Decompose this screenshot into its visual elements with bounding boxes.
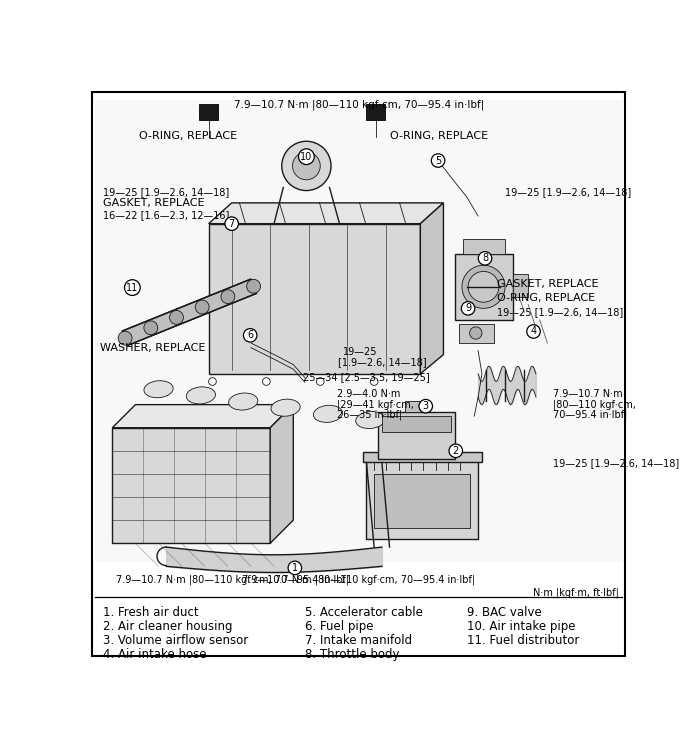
Polygon shape xyxy=(112,405,293,428)
Text: |29—41 kgf·cm,: |29—41 kgf·cm, xyxy=(337,399,414,410)
Text: [1.9—2.6, 14—18]: [1.9—2.6, 14—18] xyxy=(338,357,426,367)
Bar xyxy=(382,416,452,431)
Circle shape xyxy=(169,310,183,325)
Circle shape xyxy=(246,279,260,293)
Text: 1. Fresh air duct: 1. Fresh air duct xyxy=(103,606,199,619)
Text: 7.9—10.7 N·m |80—110 kgf·cm, 70—95.4 in·lbf|: 7.9—10.7 N·m |80—110 kgf·cm, 70—95.4 in·… xyxy=(242,574,475,585)
Text: 11: 11 xyxy=(126,282,139,293)
Circle shape xyxy=(262,378,270,385)
Polygon shape xyxy=(112,428,270,543)
Ellipse shape xyxy=(356,411,385,428)
Text: 16—22 [1.6—2.3, 12—16]: 16—22 [1.6—2.3, 12—16] xyxy=(103,210,230,220)
Bar xyxy=(363,452,482,462)
Text: |80—110 kgf·cm,: |80—110 kgf·cm, xyxy=(553,399,636,410)
Bar xyxy=(93,101,624,562)
Polygon shape xyxy=(420,203,444,373)
Polygon shape xyxy=(209,203,444,224)
Circle shape xyxy=(221,290,234,304)
Text: 9: 9 xyxy=(465,303,471,313)
Ellipse shape xyxy=(144,381,173,398)
Bar xyxy=(405,401,428,412)
Text: 3. Volume airflow sensor: 3. Volume airflow sensor xyxy=(103,634,248,647)
Text: 19—25 [1.9—2.6, 14—18]: 19—25 [1.9—2.6, 14—18] xyxy=(497,307,624,317)
Text: O-RING, REPLACE: O-RING, REPLACE xyxy=(139,131,237,142)
Text: 6: 6 xyxy=(247,330,253,340)
Text: 8. Throttle body: 8. Throttle body xyxy=(305,648,399,661)
Ellipse shape xyxy=(271,399,300,416)
Text: 7.9—10.7 N·m |80—110 kgf·cm, 70—95.4 in·lbf|: 7.9—10.7 N·m |80—110 kgf·cm, 70—95.4 in·… xyxy=(234,100,484,110)
Polygon shape xyxy=(270,405,293,543)
Polygon shape xyxy=(122,279,256,345)
Circle shape xyxy=(281,142,331,190)
Text: 4: 4 xyxy=(531,327,537,336)
Text: 5. Accelerator cable: 5. Accelerator cable xyxy=(305,606,423,619)
Circle shape xyxy=(316,378,324,385)
Text: 26—35 in·lbf|: 26—35 in·lbf| xyxy=(337,409,402,419)
Text: N·m |kgf·m, ft·lbf|: N·m |kgf·m, ft·lbf| xyxy=(533,588,619,599)
Ellipse shape xyxy=(229,393,258,410)
Text: 10. Air intake pipe: 10. Air intake pipe xyxy=(466,620,575,634)
Circle shape xyxy=(144,321,158,335)
Text: 1: 1 xyxy=(292,563,298,573)
Text: 5: 5 xyxy=(435,156,441,165)
Circle shape xyxy=(370,378,378,385)
Ellipse shape xyxy=(314,405,342,422)
Circle shape xyxy=(195,300,209,314)
Text: 4. Air intake hose: 4. Air intake hose xyxy=(103,648,206,661)
Text: 19—25 [1.9—2.6, 14—18]: 19—25 [1.9—2.6, 14—18] xyxy=(553,459,679,468)
Circle shape xyxy=(470,327,482,339)
Text: 19—25: 19—25 xyxy=(344,347,378,357)
Text: O-RING, REPLACE: O-RING, REPLACE xyxy=(389,131,488,142)
Text: 25—34 [2.5—3.5, 19—25]: 25—34 [2.5—3.5, 19—25] xyxy=(303,372,430,382)
Text: 2: 2 xyxy=(453,446,459,456)
Circle shape xyxy=(462,265,505,308)
Text: 2. Air cleaner housing: 2. Air cleaner housing xyxy=(103,620,232,634)
Polygon shape xyxy=(209,224,420,373)
Text: GASKET, REPLACE: GASKET, REPLACE xyxy=(497,279,599,289)
Text: 6. Fuel pipe: 6. Fuel pipe xyxy=(305,620,373,634)
Text: 70—95.4 in·lbf|: 70—95.4 in·lbf| xyxy=(553,409,627,419)
Text: 9. BAC valve: 9. BAC valve xyxy=(466,606,541,619)
Text: 8: 8 xyxy=(482,253,488,263)
Circle shape xyxy=(293,152,321,180)
Text: 19—25 [1.9—2.6, 14—18]: 19—25 [1.9—2.6, 14—18] xyxy=(103,187,230,196)
Bar xyxy=(367,459,478,539)
Text: 7. Intake manifold: 7. Intake manifold xyxy=(305,634,412,647)
Circle shape xyxy=(468,271,499,302)
Bar xyxy=(455,254,512,320)
Bar xyxy=(459,324,494,343)
Text: 11. Fuel distributor: 11. Fuel distributor xyxy=(466,634,579,647)
Ellipse shape xyxy=(186,387,216,404)
Text: 7: 7 xyxy=(229,219,234,229)
Bar xyxy=(367,104,385,120)
Circle shape xyxy=(118,331,132,345)
Text: 2.9—4.0 N·m: 2.9—4.0 N·m xyxy=(337,389,400,399)
Text: 10: 10 xyxy=(300,152,312,162)
Bar xyxy=(512,273,528,297)
Bar xyxy=(378,412,455,459)
Text: GASKET, REPLACE: GASKET, REPLACE xyxy=(103,199,204,208)
Bar xyxy=(463,239,505,254)
Text: 3: 3 xyxy=(423,401,429,411)
Bar xyxy=(199,104,218,120)
Text: 19—25 [1.9—2.6, 14—18]: 19—25 [1.9—2.6, 14—18] xyxy=(505,187,631,196)
Text: 7.9—10.7 N·m: 7.9—10.7 N·m xyxy=(553,389,622,399)
Text: O-RING, REPLACE: O-RING, REPLACE xyxy=(497,293,596,303)
Bar xyxy=(374,474,470,528)
Text: 7.9—10.7 N·m |80—110 kgf·cm, 70—95.4 in·lbf|: 7.9—10.7 N·m |80—110 kgf·cm, 70—95.4 in·… xyxy=(116,574,349,585)
Text: WASHER, REPLACE: WASHER, REPLACE xyxy=(100,343,205,353)
Circle shape xyxy=(209,378,216,385)
